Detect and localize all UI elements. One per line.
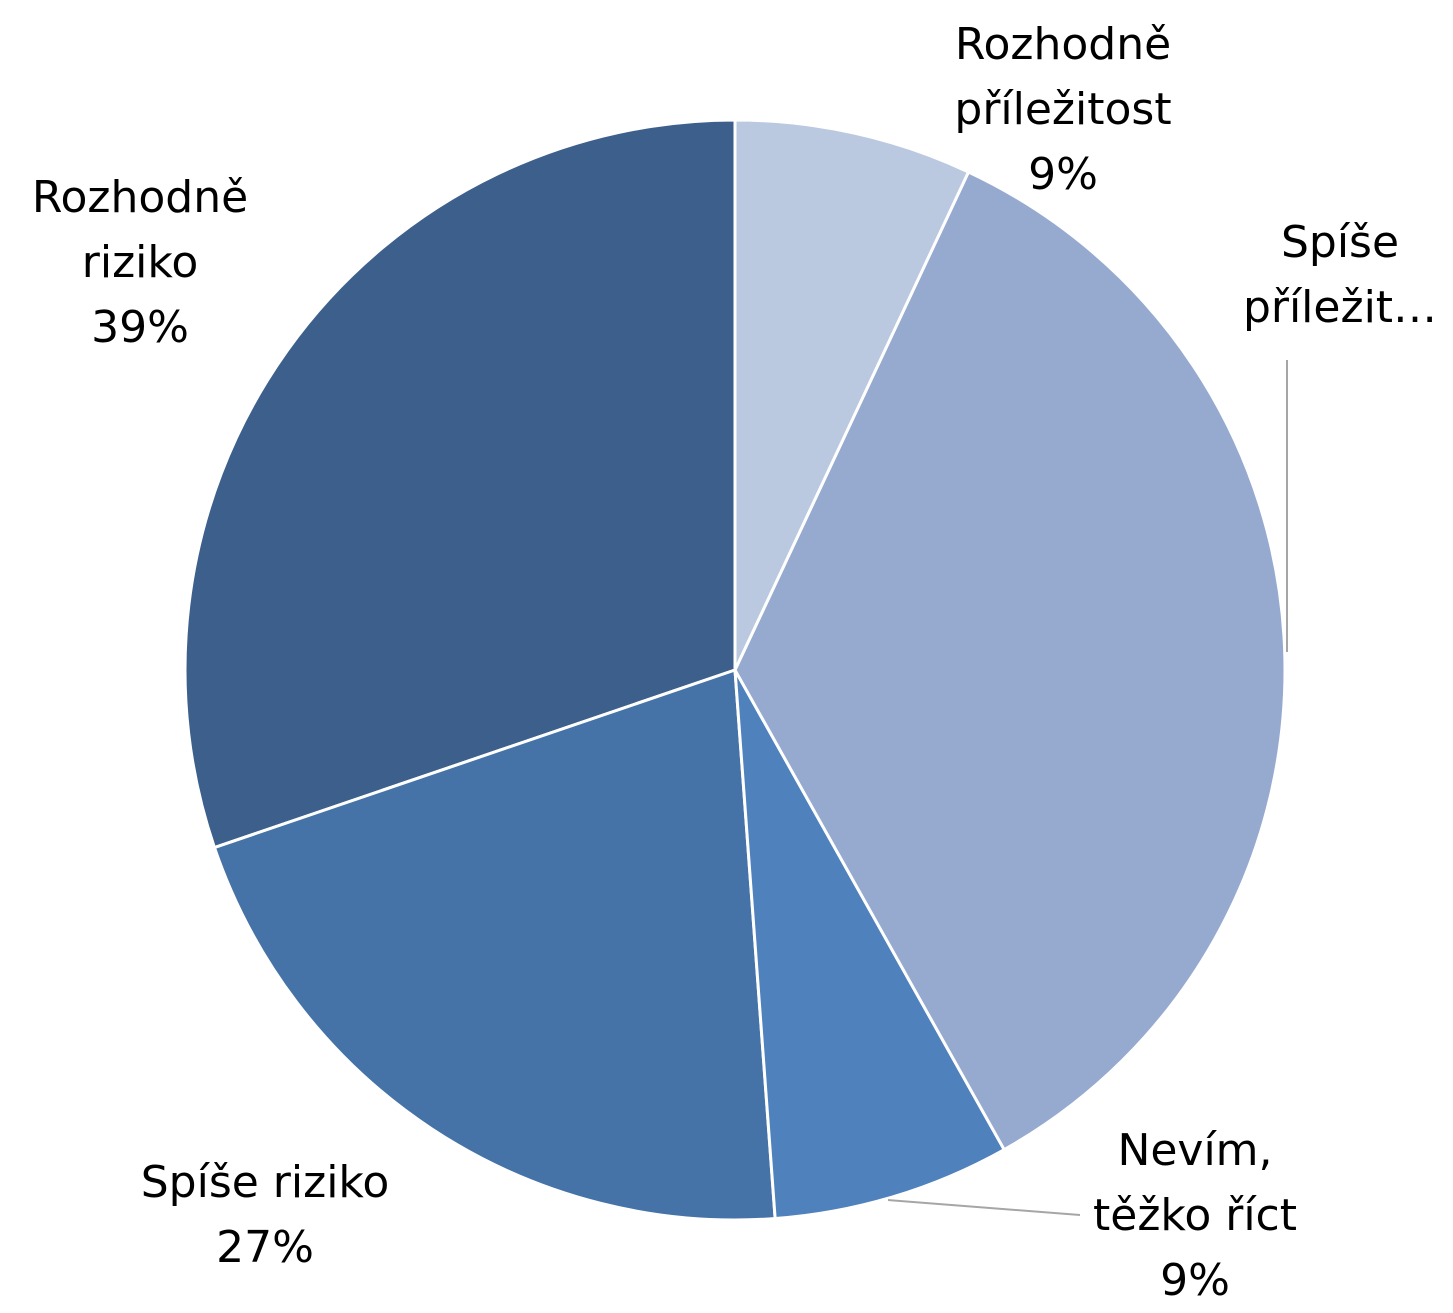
- data-label: Rozhodně příležitost 9%: [913, 12, 1213, 207]
- leader-line: [887, 1199, 1081, 1216]
- data-label: Rozhodně riziko 39%: [0, 165, 290, 360]
- category-label: Rozhodně příležitost: [954, 19, 1172, 135]
- pie-slice: [183, 118, 737, 850]
- pie-slice: [733, 170, 1287, 1152]
- data-label: Nevím, těžko říct 9%: [1050, 1118, 1340, 1313]
- category-label: Spíše riziko: [140, 1157, 390, 1208]
- category-label: Nevím, těžko říct: [1093, 1125, 1297, 1241]
- value-label: 9%: [1028, 149, 1098, 200]
- category-label: Spíše příležit…: [1242, 217, 1438, 333]
- value-label: 27%: [216, 1222, 314, 1273]
- data-label: Spíše příležit…: [1195, 210, 1453, 340]
- value-label: 9%: [1160, 1255, 1230, 1306]
- value-label: 39%: [91, 302, 189, 353]
- pie-slice: [212, 667, 777, 1222]
- pie-slice: [733, 669, 1007, 1221]
- category-label: Rozhodně riziko: [31, 172, 249, 288]
- pie-slice: [733, 118, 971, 671]
- data-label: Spíše riziko 27%: [85, 1150, 445, 1280]
